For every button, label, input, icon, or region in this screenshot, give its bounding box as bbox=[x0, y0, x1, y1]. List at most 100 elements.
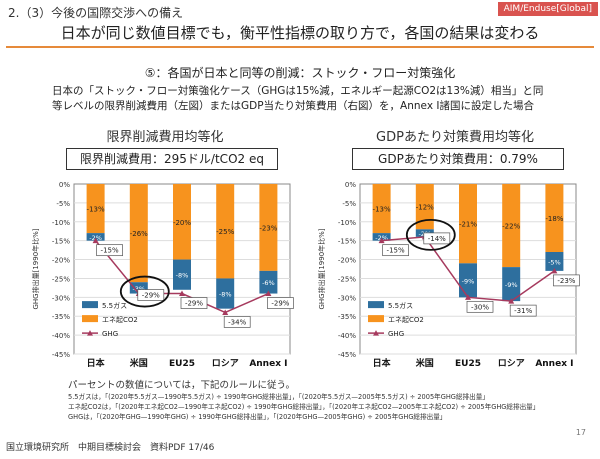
ghg-label-box bbox=[180, 297, 208, 309]
bar-energy-co2 bbox=[372, 184, 391, 234]
bar-energy-co2 bbox=[459, 184, 477, 264]
gdp-cost-value-box: GDPあたり対策費用：0.79% bbox=[352, 148, 564, 170]
y-tick-label: -45% bbox=[338, 351, 356, 359]
y-tick-label: -15% bbox=[52, 238, 70, 246]
x-category-label: 日本 bbox=[87, 357, 106, 369]
ghg-label-box bbox=[96, 244, 123, 257]
bar-55gas bbox=[459, 263, 477, 298]
data-label-55gas: -8% bbox=[219, 291, 232, 299]
y-tick-label: -40% bbox=[52, 332, 70, 340]
legend-label: エネ起CO2 bbox=[102, 316, 138, 324]
footer-source: 国立環境研究所 中期目標検討会 資料PDF 17/46 bbox=[6, 443, 215, 453]
y-tick-label: -35% bbox=[338, 313, 356, 321]
y-tick-label: -20% bbox=[338, 257, 356, 265]
notes-line: エネ起CO2は，「(2020年エネ起CO2—1990年エネ起CO2) ÷ 199… bbox=[68, 403, 540, 411]
bar-55gas bbox=[129, 282, 148, 294]
chart-title-left: 限界削減費用均等化 bbox=[106, 130, 224, 145]
bar-energy-co2 bbox=[259, 184, 278, 271]
title-divider bbox=[6, 46, 594, 48]
y-tick-label: 0% bbox=[59, 181, 70, 189]
legend-swatch-55gas bbox=[82, 301, 98, 309]
data-label-ghg: -30% bbox=[471, 303, 489, 311]
bar-55gas bbox=[86, 233, 105, 241]
legend-ghg-marker bbox=[373, 330, 379, 336]
x-category-label: 米国 bbox=[415, 357, 434, 369]
bar-energy-co2 bbox=[216, 184, 235, 279]
description-line: 等レベルの限界削減費用（左図）またはGDP当たり対策費用（右図）を，Annex … bbox=[52, 100, 534, 112]
x-category-label: 米国 bbox=[129, 357, 148, 369]
y-tick-label: -30% bbox=[338, 294, 356, 302]
notes-line: GHGは，「(2020年GHG—1990年GHG) ÷ 1990年GHG総排出量… bbox=[68, 413, 447, 421]
ghg-marker bbox=[265, 290, 272, 297]
ghg-marker bbox=[551, 267, 558, 274]
data-label-energy-co2: -20% bbox=[173, 219, 191, 227]
data-label-ghg: -15% bbox=[101, 247, 119, 255]
marginal-cost-value-box: 限界削減費用：295ドル/tCO2 eq bbox=[66, 148, 278, 170]
chart-marginal-cost: 0% -5% -10% -15% -20% -25% -30% -35% -40% -45% GHG… bbox=[31, 181, 294, 369]
ghg-label-box bbox=[423, 232, 451, 245]
data-label-55gas: -8% bbox=[176, 272, 189, 280]
legend-label: GHG bbox=[102, 330, 118, 338]
bar-energy-co2 bbox=[129, 184, 148, 283]
description-line: 日本の「ストック・フロー対策強化ケース（GHGは15%減，エネルギー起源CO2は… bbox=[52, 85, 544, 97]
data-label-energy-co2: -21% bbox=[459, 221, 477, 229]
notes-line: 5.5ガスは，「(2020年5.5ガス—1990年5.5ガス) ÷ 1990年G… bbox=[68, 393, 489, 401]
ghg-marker bbox=[222, 309, 229, 315]
x-category-label: EU25 bbox=[169, 359, 195, 369]
bar-55gas bbox=[545, 252, 564, 271]
y-axis-label: GHG排出量[1990年比%] bbox=[31, 228, 40, 309]
y-tick-label: -5% bbox=[342, 200, 356, 208]
data-label-55gas: -9% bbox=[462, 277, 475, 285]
notes-heading: パーセントの数値については，下記のルールに従う。 bbox=[68, 380, 295, 391]
y-tick-label: -25% bbox=[52, 275, 70, 283]
y-tick-label: -30% bbox=[52, 294, 70, 302]
y-tick-label: -15% bbox=[338, 238, 356, 246]
x-category-label: ロシア bbox=[498, 358, 525, 369]
data-label-energy-co2: -18% bbox=[545, 215, 563, 223]
data-label-energy-co2: -13% bbox=[373, 206, 391, 214]
data-label-energy-co2: -22% bbox=[502, 223, 520, 231]
legend-swatch-energy-co2 bbox=[82, 315, 98, 323]
legend-swatch-55gas bbox=[368, 301, 384, 309]
y-tick-label: -40% bbox=[338, 332, 356, 340]
page-title: 日本が同じ数値目標でも，衡平性指標の取り方で，各国の結果は変わる bbox=[60, 24, 540, 42]
case-description: 日本の「ストック・フロー対策強化ケース（GHGは15%減，エネルギー起源CO2は… bbox=[52, 84, 552, 114]
ghg-label-box bbox=[553, 274, 580, 287]
y-tick-label: -5% bbox=[56, 200, 70, 208]
y-tick-label: -10% bbox=[52, 219, 70, 227]
legend-label: 5.5ガス bbox=[388, 301, 413, 310]
y-tick-label: -10% bbox=[338, 219, 356, 227]
ghg-label-box bbox=[466, 300, 494, 313]
data-label-energy-co2: -25% bbox=[216, 228, 234, 236]
ghg-label-box bbox=[509, 304, 537, 317]
y-tick-label: -35% bbox=[52, 313, 70, 321]
legend-label: GHG bbox=[388, 330, 404, 338]
y-tick-label: 0% bbox=[345, 181, 356, 189]
bar-energy-co2 bbox=[545, 184, 564, 252]
y-tick-label: -25% bbox=[338, 275, 356, 283]
data-label-ghg: -29% bbox=[271, 300, 289, 308]
data-label-55gas: -9% bbox=[505, 281, 518, 289]
model-tag-badge: AIM/Enduse[Global] bbox=[497, 2, 598, 16]
data-label-ghg: -29% bbox=[185, 300, 203, 308]
data-label-55gas: -6% bbox=[262, 279, 275, 287]
ghg-marker bbox=[179, 290, 185, 297]
highlight-circle bbox=[405, 218, 456, 251]
x-category-label: 日本 bbox=[373, 357, 392, 369]
section-title: 2.（3）今後の国際交渉への備え bbox=[8, 6, 184, 20]
bar-55gas bbox=[173, 259, 191, 290]
x-category-label: Annex I bbox=[249, 359, 287, 369]
data-label-ghg: -14% bbox=[428, 235, 446, 243]
data-label-energy-co2: -23% bbox=[259, 224, 277, 232]
ghg-marker bbox=[378, 237, 385, 244]
ghg-label-box bbox=[267, 297, 294, 309]
chart-title-right: GDPあたり対策費用均等化 bbox=[376, 130, 534, 145]
data-label-ghg: -23% bbox=[557, 277, 575, 285]
data-label-55gas: -3% bbox=[132, 285, 145, 293]
data-label-ghg: -29% bbox=[142, 292, 160, 300]
bar-55gas bbox=[372, 233, 391, 241]
legend-label: エネ起CO2 bbox=[388, 316, 424, 324]
bar-energy-co2 bbox=[173, 184, 191, 260]
x-category-label: Annex I bbox=[535, 359, 573, 369]
legend-swatch-energy-co2 bbox=[368, 315, 384, 323]
